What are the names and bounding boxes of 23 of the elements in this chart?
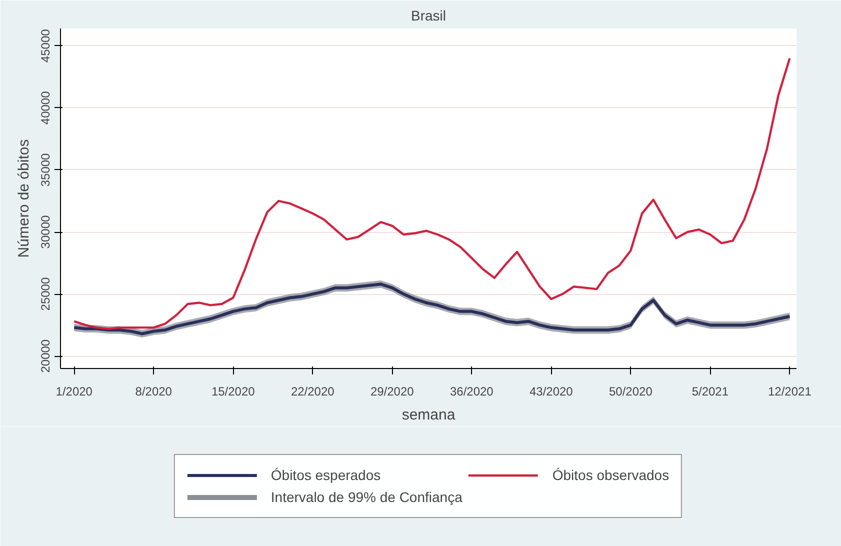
- x-tick-label: 15/2020: [211, 384, 256, 398]
- y-tick-label: 30000: [38, 214, 52, 249]
- x-tick-label: 1/2020: [56, 384, 93, 398]
- line-series: [73, 57, 791, 330]
- x-tick-label: 12/2021: [768, 384, 812, 398]
- x-tick-label: 5/2021: [692, 384, 729, 398]
- x-axis-title: semana: [402, 406, 456, 424]
- y-axis-title: Número de óbitos: [16, 139, 32, 258]
- y-tick-label: 35000: [38, 152, 52, 187]
- x-tick-label: 22/2020: [290, 384, 335, 398]
- y-tick-label: 20000: [38, 339, 52, 373]
- y-tick-label: 45000: [38, 28, 52, 63]
- text: Intervalo de 99% de Confiança: [270, 489, 462, 505]
- x-tick-label: 8/2020: [135, 384, 172, 398]
- y-tick-label: 40000: [38, 90, 52, 125]
- y-tick-label: 25000: [38, 277, 52, 311]
- x-tick-label: 43/2020: [529, 384, 574, 398]
- legend-label: Óbitos esperados: [270, 467, 381, 483]
- x-tick-label: 29/2020: [370, 384, 414, 398]
- x-tick-label: 50/2020: [608, 384, 653, 398]
- legend-label: Óbitos observados: [552, 467, 670, 483]
- x-tick-label: 36/2020: [450, 384, 494, 398]
- chart-title: Brasil: [410, 8, 446, 24]
